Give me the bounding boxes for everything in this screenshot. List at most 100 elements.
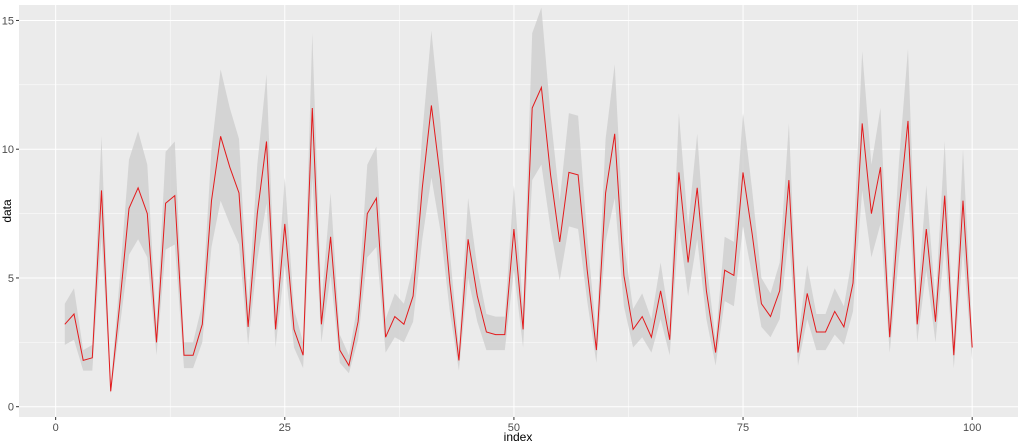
data-point <box>742 171 744 173</box>
data-point <box>714 351 716 353</box>
data-line <box>64 85 973 392</box>
data-point <box>219 135 221 137</box>
data-point <box>531 107 533 109</box>
data-point <box>943 194 945 196</box>
data-point <box>146 212 148 214</box>
data-point <box>403 323 405 325</box>
data-point <box>137 187 139 189</box>
data-point <box>412 295 414 297</box>
y-tick-label: 5 <box>8 273 14 285</box>
data-point <box>430 104 432 106</box>
data-point <box>806 292 808 294</box>
data-point <box>678 171 680 173</box>
data-point <box>522 328 524 330</box>
data-point <box>265 140 267 142</box>
data-point <box>274 328 276 330</box>
data-point <box>91 357 93 359</box>
data-point <box>494 333 496 335</box>
data-point <box>568 171 570 173</box>
data-point <box>82 359 84 361</box>
x-tick-label: 75 <box>737 422 749 434</box>
data-point <box>229 166 231 168</box>
data-point <box>192 354 194 356</box>
data-point <box>348 364 350 366</box>
data-point <box>769 315 771 317</box>
data-point <box>540 86 542 88</box>
data-point <box>953 354 955 356</box>
data-point <box>504 333 506 335</box>
data-point <box>861 122 863 124</box>
y-axis-title: data <box>0 199 14 223</box>
data-point <box>577 174 579 176</box>
data-point <box>329 236 331 238</box>
data-point <box>109 390 111 392</box>
x-tick-label: 100 <box>963 422 981 434</box>
y-tick-label: 0 <box>8 402 14 414</box>
data-point <box>632 328 634 330</box>
data-point <box>476 295 478 297</box>
y-tick-label: 15 <box>2 15 14 27</box>
data-point <box>128 207 130 209</box>
data-point <box>449 282 451 284</box>
data-point <box>760 303 762 305</box>
data-point <box>320 323 322 325</box>
data-point <box>183 354 185 356</box>
data-point <box>293 328 295 330</box>
data-point <box>962 200 964 202</box>
x-tick-label: 0 <box>53 422 59 434</box>
data-point <box>696 187 698 189</box>
x-tick-label: 25 <box>279 422 291 434</box>
data-point <box>559 241 561 243</box>
data-point <box>971 346 973 348</box>
data-point <box>73 313 75 315</box>
data-point <box>201 323 203 325</box>
data-point <box>751 233 753 235</box>
data-point <box>485 331 487 333</box>
data-point <box>595 349 597 351</box>
data-point <box>733 274 735 276</box>
data-point <box>614 133 616 135</box>
data-point <box>788 179 790 181</box>
data-point <box>247 326 249 328</box>
data-point <box>843 326 845 328</box>
data-point <box>100 189 102 191</box>
data-point <box>256 212 258 214</box>
data-point <box>934 321 936 323</box>
data-point <box>64 323 66 325</box>
data-point <box>669 339 671 341</box>
data-point <box>623 274 625 276</box>
data-point <box>907 120 909 122</box>
data-point <box>119 303 121 305</box>
data-point <box>879 166 881 168</box>
data-point <box>705 290 707 292</box>
x-axis-title: index <box>504 430 533 444</box>
data-point <box>339 349 341 351</box>
data-point <box>421 187 423 189</box>
data-point <box>925 228 927 230</box>
data-point <box>604 192 606 194</box>
data-point <box>394 315 396 317</box>
data-point <box>870 212 872 214</box>
data-point <box>687 261 689 263</box>
data-point <box>210 200 212 202</box>
data-point <box>815 331 817 333</box>
y-tick-label: 10 <box>2 144 14 156</box>
x-axis-ticks: 0 25 50 75 100 <box>53 417 981 434</box>
data-point <box>898 210 900 212</box>
data-point <box>311 107 313 109</box>
data-point <box>513 228 515 230</box>
data-point <box>549 174 551 176</box>
data-point <box>641 315 643 317</box>
data-point <box>916 323 918 325</box>
minor-gridlines <box>19 5 1018 417</box>
data-point <box>384 336 386 338</box>
data-point <box>439 179 441 181</box>
data-point <box>164 202 166 204</box>
data-point <box>797 351 799 353</box>
data-point <box>852 282 854 284</box>
data-point <box>724 269 726 271</box>
x-tick-label: 50 <box>508 422 520 434</box>
data-point <box>650 336 652 338</box>
data-point <box>302 354 304 356</box>
